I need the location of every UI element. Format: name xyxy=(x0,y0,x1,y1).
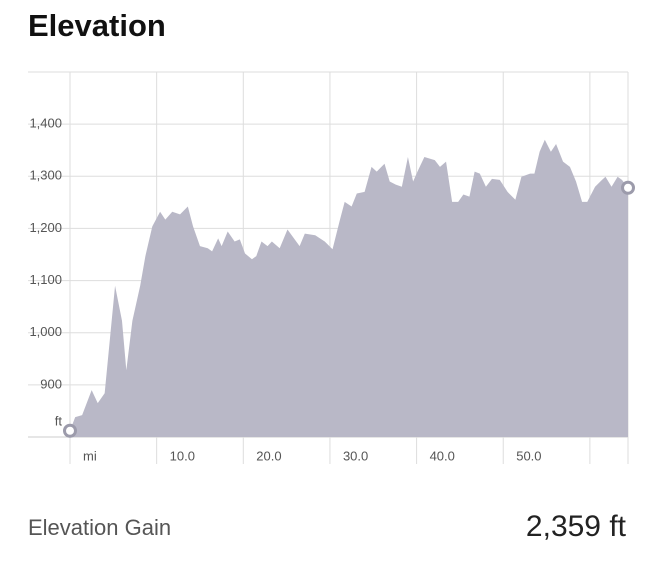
elevation-area xyxy=(70,139,628,438)
y-tick-label: 1,100 xyxy=(29,272,62,287)
end-marker xyxy=(621,180,635,195)
plot xyxy=(63,139,635,438)
axis-labels: 900 1,000 1,100 1,200 1,300 1,400 10.0 20.0 30.0… xyxy=(29,116,541,464)
summary-label: Elevation Gain xyxy=(28,515,171,540)
x-tick-label: 50.0 xyxy=(516,448,541,463)
summary-value: 2,359 ft xyxy=(526,510,627,543)
x-tick-label: 20.0 xyxy=(256,448,281,463)
y-tick-label: 1,300 xyxy=(29,168,62,183)
x-unit: mi xyxy=(83,448,97,463)
y-tick-label: 1,200 xyxy=(29,220,62,235)
y-tick-label: 900 xyxy=(40,376,62,391)
x-tick-label: 10.0 xyxy=(170,448,195,463)
x-tick-label: 30.0 xyxy=(343,448,368,463)
y-unit: ft xyxy=(55,413,63,428)
end-marker xyxy=(63,423,77,438)
y-tick-label: 1,000 xyxy=(29,324,62,339)
x-tick-label: 40.0 xyxy=(430,448,455,463)
chart-title: Elevation xyxy=(28,8,166,43)
y-tick-label: 1,400 xyxy=(29,116,62,131)
